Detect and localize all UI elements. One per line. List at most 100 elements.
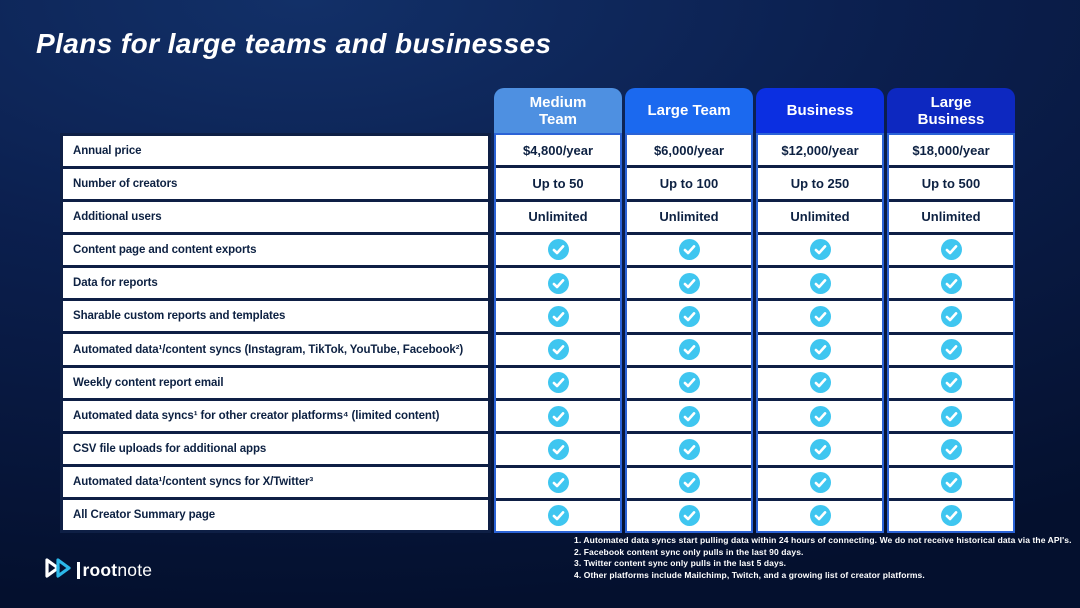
plan-column-medium-team: Medium Team $4,800/year Up to 50 Unlimited [494, 88, 622, 533]
check-cell [627, 268, 751, 299]
check-icon [678, 405, 700, 427]
plan-value: Unlimited [627, 201, 751, 232]
row-label: Additional users [63, 202, 488, 233]
plan-header: Large Business [887, 88, 1015, 133]
check-cell [758, 367, 882, 398]
check-icon [940, 505, 962, 527]
plan-name-line: Large [930, 93, 972, 111]
check-cell [889, 234, 1013, 265]
check-cell [496, 434, 620, 465]
row-label: Content page and content exports [63, 235, 488, 266]
pricing-table: Annual price Number of creators Additional… [60, 88, 1015, 533]
check-icon [547, 305, 569, 327]
check-cell [496, 401, 620, 432]
footnotes: 1. Automated data syncs start pulling da… [574, 535, 1074, 581]
plan-columns: Medium Team $4,800/year Up to 50 Unlimited La… [60, 88, 1015, 533]
check-cell [758, 301, 882, 332]
row-label: Automated data syncs¹ for other creator … [63, 400, 488, 431]
check-icon [547, 372, 569, 394]
logo-text-regular: note [117, 560, 153, 580]
plan-value: Unlimited [758, 201, 882, 232]
check-icon [547, 405, 569, 427]
check-icon [940, 372, 962, 394]
plan-name-line: Large Team [647, 102, 731, 119]
check-cell [758, 500, 882, 531]
chevrons-icon [42, 554, 76, 587]
plan-value: Up to 500 [889, 168, 1013, 199]
row-label: Annual price [63, 136, 488, 167]
check-cell [758, 401, 882, 432]
check-cell [889, 334, 1013, 365]
plan-column-large-business: Large Business $18,000/year Up to 500 Unlimi… [887, 88, 1015, 533]
logo-text: rootnote [83, 560, 153, 581]
plan-body: $4,800/year Up to 50 Unlimited [494, 133, 622, 533]
check-cell [758, 434, 882, 465]
check-icon [678, 472, 700, 494]
row-label: CSV file uploads for additional apps [63, 433, 488, 464]
row-label: Number of creators [63, 169, 488, 200]
row-label: Data for reports [63, 268, 488, 299]
plan-name-line: Business [917, 110, 985, 128]
plan-body: $6,000/year Up to 100 Unlimited [625, 133, 753, 533]
check-icon [547, 472, 569, 494]
check-icon [678, 505, 700, 527]
check-cell [889, 367, 1013, 398]
check-icon [678, 372, 700, 394]
check-cell [496, 334, 620, 365]
plan-header: Medium Team [494, 88, 622, 133]
page-title: Plans for large teams and businesses [36, 28, 552, 59]
plan-column-large-team: Large Team $6,000/year Up to 100 Unlimited [625, 88, 753, 533]
footnote-2: 2. Facebook content sync only pulls in t… [574, 546, 804, 557]
check-icon [809, 505, 831, 527]
plan-name-line: Medium [529, 93, 587, 111]
check-icon [940, 405, 962, 427]
check-icon [678, 305, 700, 327]
check-cell [627, 500, 751, 531]
row-label: Automated data¹/content syncs (Instagram… [63, 334, 488, 365]
plan-column-business: Business $12,000/year Up to 250 Unlimited [756, 88, 884, 533]
check-icon [940, 239, 962, 261]
plan-body: $12,000/year Up to 250 Unlimited [756, 133, 884, 533]
plan-header: Large Team [625, 88, 753, 133]
plan-header: Business [756, 88, 884, 133]
check-icon [809, 405, 831, 427]
check-icon [547, 438, 569, 460]
check-cell [758, 268, 882, 299]
logo-text-bold: root [82, 560, 118, 580]
check-cell [496, 367, 620, 398]
check-icon [940, 305, 962, 327]
check-cell [889, 268, 1013, 299]
check-cell [627, 434, 751, 465]
check-cell [496, 268, 620, 299]
check-icon [809, 438, 831, 460]
check-cell [758, 234, 882, 265]
check-icon [940, 438, 962, 460]
check-icon [678, 438, 700, 460]
plan-value: $18,000/year [889, 135, 1013, 166]
plan-value: Up to 50 [496, 168, 620, 199]
plan-value: $6,000/year [627, 135, 751, 166]
check-cell [889, 401, 1013, 432]
rootnote-logo: rootnote [42, 554, 152, 587]
check-icon [940, 272, 962, 294]
row-label: Weekly content report email [63, 367, 488, 398]
check-icon [547, 272, 569, 294]
row-label: Automated data¹/content syncs for X/Twit… [63, 466, 488, 497]
row-label: All Creator Summary page [63, 499, 488, 530]
check-cell [627, 301, 751, 332]
check-cell [758, 334, 882, 365]
check-icon [809, 272, 831, 294]
check-cell [627, 334, 751, 365]
check-icon [809, 472, 831, 494]
footnote-3: 3. Twitter content sync only pulls in th… [574, 558, 787, 568]
check-cell [889, 500, 1013, 531]
check-icon [547, 505, 569, 527]
check-cell [496, 500, 620, 531]
check-icon [809, 305, 831, 327]
check-cell [627, 367, 751, 398]
check-cell [758, 467, 882, 498]
check-icon [547, 339, 569, 361]
check-icon [678, 272, 700, 294]
row-label: Sharable custom reports and templates [63, 301, 488, 332]
